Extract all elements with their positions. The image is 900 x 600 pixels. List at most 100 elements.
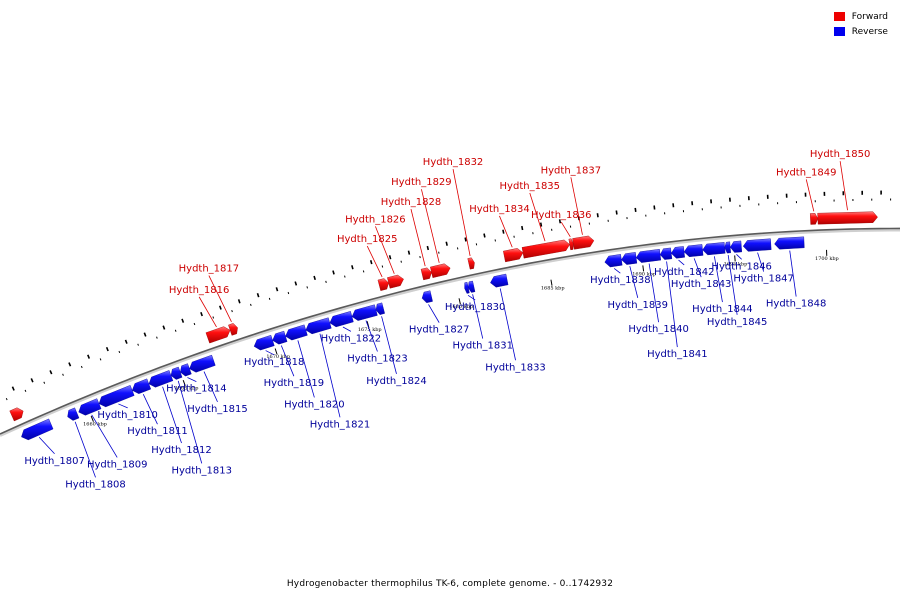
gene-label[interactable]: Hydth_1838 (590, 275, 651, 286)
hydth-1841-feature[interactable] (659, 247, 673, 260)
gene-label[interactable]: Hydth_1813 (171, 465, 232, 476)
hydth-1839-feature[interactable] (621, 252, 638, 265)
gene-label[interactable]: Hydth_1831 (452, 341, 513, 352)
hydth-1846-feature[interactable] (730, 240, 743, 253)
axis-tick (274, 348, 278, 355)
gene-leader-line (342, 326, 352, 332)
hydth-1833-feature[interactable] (490, 273, 509, 288)
gene-label[interactable]: Hydth_1821 (310, 419, 371, 430)
hydth-1847-feature[interactable] (742, 238, 772, 252)
hydth-1814-feature[interactable] (180, 363, 192, 377)
axis-tick (539, 222, 543, 227)
gene-label[interactable]: Hydth_1807 (24, 456, 85, 467)
axis-tick (294, 281, 298, 286)
hydth-1832-feature[interactable] (467, 257, 475, 270)
hydth-1837-feature[interactable] (572, 235, 595, 250)
hydth-1815-feature[interactable] (189, 354, 216, 373)
gene-label[interactable]: Hydth_1825 (337, 234, 398, 245)
gene-label[interactable]: Hydth_1828 (381, 197, 442, 208)
gene-label[interactable]: Hydth_1833 (485, 362, 546, 373)
gene-label[interactable]: Hydth_1844 (692, 304, 753, 315)
hydth-1808-feature[interactable] (67, 407, 80, 421)
hydth-1829-feature[interactable] (430, 263, 451, 278)
gene-label[interactable]: Hydth_1809 (87, 459, 148, 470)
gene-label[interactable]: Hydth_1814 (166, 384, 227, 395)
gene-leader-line (280, 345, 295, 377)
gene-label[interactable]: Hydth_1810 (97, 410, 158, 421)
gene-label[interactable]: Hydth_1820 (284, 399, 345, 410)
gene-label[interactable]: Hydth_1817 (179, 264, 240, 275)
gene-label[interactable]: Hydth_1845 (707, 317, 768, 328)
hydth-1835-feature[interactable] (521, 239, 570, 259)
gene-label[interactable]: Hydth_1839 (608, 300, 669, 311)
hydth-1817-feature[interactable] (228, 323, 238, 336)
gene-label[interactable]: Hydth_1837 (541, 165, 602, 176)
axis-tick (105, 346, 109, 352)
axis-tick (24, 389, 27, 392)
hydth-1845-feature[interactable] (724, 241, 731, 254)
hydth-1842-feature[interactable] (670, 246, 685, 259)
gene-label[interactable]: Hydth_1836 (531, 210, 592, 221)
hydth-1807-feature[interactable] (21, 418, 54, 441)
gene-label[interactable]: Hydth_1850 (810, 149, 871, 160)
hydth-1848-feature[interactable] (774, 236, 805, 250)
hydth-1822-feature[interactable] (329, 311, 354, 328)
gene-label[interactable]: Hydth_1848 (766, 299, 827, 310)
hydth-1828-feature[interactable] (420, 267, 432, 281)
gene-label[interactable]: Hydth_1847 (733, 274, 794, 285)
gene-label[interactable]: Hydth_1827 (409, 325, 470, 336)
hydth-1840-feature[interactable] (635, 248, 662, 263)
gene-leader-line (177, 380, 203, 464)
gene-label[interactable]: Hydth_1846 (711, 261, 772, 272)
hydth-1821-feature[interactable] (305, 317, 332, 335)
gene-label[interactable]: Hydth_1816 (169, 285, 230, 296)
hydth-1813-feature[interactable] (170, 366, 183, 380)
hydth-1823-feature[interactable] (351, 304, 378, 321)
hydth-1820-feature[interactable] (285, 324, 308, 341)
hydth-1811-feature[interactable] (131, 378, 152, 394)
gene-leader-line (297, 340, 315, 398)
gene-label[interactable]: Hydth_1841 (647, 349, 708, 360)
hydth-1831-feature[interactable] (467, 280, 476, 293)
unlabeled-feature[interactable] (9, 407, 24, 422)
gene-label[interactable]: Hydth_1812 (151, 445, 212, 456)
axis-tick (80, 365, 83, 369)
gene-label[interactable]: Hydth_1815 (187, 404, 248, 415)
hydth-1827-feature[interactable] (421, 290, 433, 304)
hydth-1824-feature[interactable] (375, 302, 385, 315)
gene-label[interactable]: Hydth_1832 (423, 157, 484, 168)
hydth-1843-feature[interactable] (683, 244, 704, 258)
gene-label[interactable]: Hydth_1843 (671, 279, 732, 290)
axis-tick (68, 362, 72, 367)
gene-label[interactable]: Hydth_1818 (244, 357, 305, 368)
hydth-1850-feature[interactable] (817, 211, 878, 225)
gene-label[interactable]: Hydth_1829 (391, 177, 452, 188)
gene-label[interactable]: Hydth_1824 (366, 376, 427, 387)
gene-label[interactable]: Hydth_1823 (347, 354, 408, 365)
gene-label[interactable]: Hydth_1840 (628, 324, 689, 335)
gene-label[interactable]: Hydth_1849 (776, 167, 837, 178)
gene-leader-line (452, 169, 471, 257)
gene-leader-line (757, 252, 765, 272)
gene-label[interactable]: Hydth_1826 (345, 214, 406, 225)
gene-label[interactable]: Hydth_1808 (65, 479, 126, 490)
gene-label[interactable]: Hydth_1842 (654, 267, 715, 278)
gene-leader-line (805, 179, 815, 212)
hydth-1825-feature[interactable] (377, 278, 389, 291)
gene-label[interactable]: Hydth_1811 (127, 426, 188, 437)
gene-label[interactable]: Hydth_1834 (469, 204, 530, 215)
hydth-1826-feature[interactable] (387, 274, 404, 289)
hydth-1849-feature[interactable] (809, 213, 819, 225)
hydth-1838-feature[interactable] (604, 254, 623, 268)
gene-label[interactable]: Hydth_1819 (264, 378, 325, 389)
gene-label[interactable]: Hydth_1835 (500, 181, 561, 192)
hydth-1834-feature[interactable] (503, 248, 524, 263)
hydth-1818-feature[interactable] (253, 334, 275, 351)
gene-label[interactable]: Hydth_1822 (321, 333, 382, 344)
gene-label[interactable]: Hydth_1830 (445, 302, 506, 313)
hydth-1819-feature[interactable] (272, 330, 288, 345)
hydth-1816-feature[interactable] (205, 326, 231, 344)
hydth-1844-feature[interactable] (702, 242, 726, 256)
hydth-1836-feature[interactable] (568, 238, 574, 251)
legend-reverse-swatch (833, 27, 845, 36)
